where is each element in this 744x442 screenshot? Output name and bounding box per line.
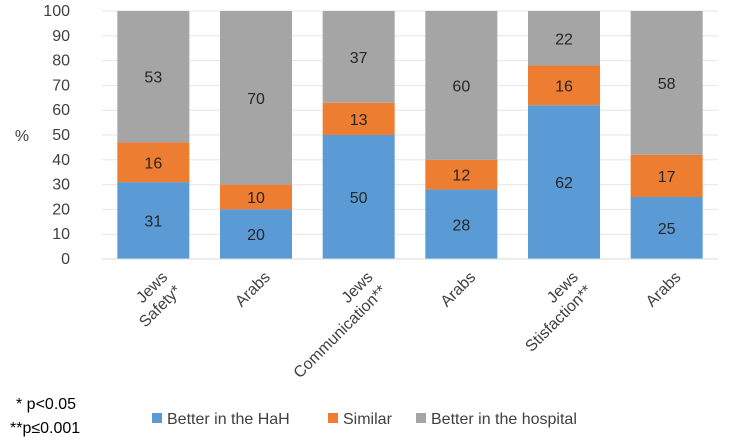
y-axis-label: % bbox=[15, 128, 29, 145]
data-label-1-1: 10 bbox=[247, 190, 265, 207]
data-label-4-1: 16 bbox=[555, 78, 573, 95]
data-label-4-0: 62 bbox=[555, 175, 573, 192]
y-tick-label-30: 30 bbox=[52, 177, 70, 194]
bar-segment-2-1 bbox=[322, 102, 395, 135]
bar-segment-0-1 bbox=[117, 142, 190, 183]
data-label-1-0: 20 bbox=[247, 227, 265, 244]
bars: 31 16 53 20 10 70 50 13 37 28 12 60 62 16 22 25 17 58 bbox=[117, 11, 703, 260]
x-category-label-3: Arabs bbox=[438, 269, 480, 311]
data-label-2-2: 37 bbox=[350, 50, 368, 67]
bar-segment-0-2 bbox=[117, 11, 190, 143]
data-label-3-2: 60 bbox=[452, 78, 470, 95]
footnote-p0001: **p≤0.001 bbox=[10, 420, 81, 437]
y-tick-label-90: 90 bbox=[52, 28, 70, 45]
footnote-p005: * p<0.05 bbox=[16, 396, 77, 413]
y-tick-label-60: 60 bbox=[52, 102, 70, 119]
data-label-0-1: 16 bbox=[144, 155, 162, 172]
y-tick-label-0: 0 bbox=[61, 251, 70, 268]
bar-segment-1-0 bbox=[220, 209, 292, 259]
data-label-1-2: 70 bbox=[247, 91, 265, 108]
bar-segment-3-0 bbox=[425, 189, 498, 259]
y-tick-label-50: 50 bbox=[52, 127, 70, 144]
legend-label-2: Better in the hospital bbox=[431, 411, 577, 428]
legend-swatch-1 bbox=[328, 413, 338, 423]
bar-segment-3-1 bbox=[425, 159, 498, 190]
y-tick-label-10: 10 bbox=[52, 226, 70, 243]
bar-segment-1-2 bbox=[220, 11, 292, 185]
y-tick-label-70: 70 bbox=[52, 77, 70, 94]
y-axis-ticks: 0 10 20 30 40 50 60 70 80 90 100 bbox=[43, 3, 70, 268]
y-tick-label-80: 80 bbox=[52, 53, 70, 70]
legend-label-1: Similar bbox=[343, 411, 393, 428]
data-label-3-1: 12 bbox=[452, 168, 470, 185]
legend-swatch-0 bbox=[152, 413, 162, 423]
bar-segment-4-2 bbox=[528, 11, 600, 66]
grid-lines bbox=[102, 10, 718, 235]
data-label-0-0: 31 bbox=[144, 214, 162, 231]
x-category-label-5: Arabs bbox=[643, 269, 685, 311]
x-axis-labels: JewsSafety* Arabs JewsCommunication** Arabs… bbox=[123, 269, 685, 382]
legend-swatch-2 bbox=[416, 413, 426, 423]
bar-segment-3-2 bbox=[425, 11, 498, 160]
data-label-5-1: 17 bbox=[658, 169, 676, 186]
bar-segment-1-1 bbox=[220, 184, 292, 210]
bar-segment-5-2 bbox=[630, 11, 703, 155]
legend: Better in the HaH Similar Better in the ho… bbox=[152, 411, 577, 428]
bar-segment-5-0 bbox=[630, 197, 703, 259]
x-category-label-1: Arabs bbox=[232, 269, 274, 311]
bar-segment-4-0 bbox=[528, 105, 600, 260]
legend-label-0: Better in the HaH bbox=[167, 411, 290, 428]
y-tick-label-100: 100 bbox=[43, 3, 70, 20]
data-label-2-0: 50 bbox=[350, 190, 368, 207]
data-label-5-0: 25 bbox=[658, 221, 676, 238]
y-tick-label-40: 40 bbox=[52, 152, 70, 169]
x-category-label-4: JewsStisfaction** bbox=[509, 269, 596, 356]
bar-segment-5-1 bbox=[630, 154, 703, 197]
x-category-label-2: JewsCommunication** bbox=[277, 269, 390, 382]
bar-segment-2-0 bbox=[322, 135, 395, 259]
x-category-label-0: JewsSafety* bbox=[123, 269, 185, 331]
bar-segment-0-0 bbox=[117, 182, 190, 259]
data-label-3-0: 28 bbox=[452, 217, 470, 234]
y-tick-label-20: 20 bbox=[52, 201, 70, 218]
bar-segment-4-1 bbox=[528, 65, 600, 106]
bar-segment-2-2 bbox=[322, 11, 395, 103]
data-label-4-2: 22 bbox=[555, 31, 573, 48]
data-label-2-1: 13 bbox=[350, 112, 368, 129]
data-label-0-2: 53 bbox=[144, 70, 162, 87]
data-label-5-2: 58 bbox=[658, 76, 676, 93]
